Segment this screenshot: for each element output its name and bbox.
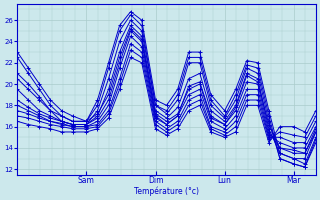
X-axis label: Température (°c): Température (°c): [134, 186, 199, 196]
